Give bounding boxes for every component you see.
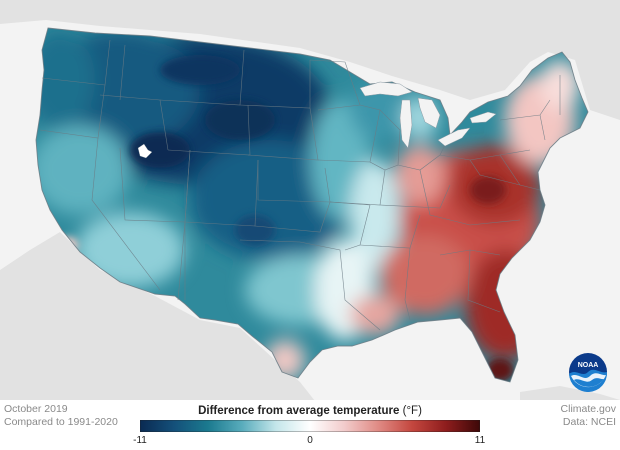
noaa-logo: NOAA (569, 353, 608, 392)
legend-tick-max: 11 (474, 435, 486, 446)
period-label: October 2019 (4, 403, 68, 415)
temperature-anomaly-map (0, 0, 620, 400)
great-salt-lake (137, 143, 153, 159)
canada-land (0, 0, 620, 120)
map-credits: Climate.gov Data: NCEI (561, 403, 616, 429)
great-lakes (359, 81, 497, 149)
legend-tick-mid: 0 (307, 435, 313, 446)
baja-peninsula (66, 262, 118, 385)
legend-color-bar (140, 420, 480, 432)
legend-unit: (°F) (402, 405, 422, 417)
state-boundaries (35, 27, 589, 383)
legend-tick-min: -11 (133, 435, 147, 446)
lake-superior (359, 81, 413, 97)
lake-michigan (399, 99, 413, 149)
legend-title-text: Difference from average temperature (198, 405, 400, 417)
noaa-logo-text: NOAA (578, 362, 599, 369)
bahamas-cuba (520, 386, 620, 400)
credit-site: Climate.gov (560, 403, 616, 415)
mexico-land (0, 232, 315, 400)
credit-data: Data: NCEI (562, 416, 616, 428)
map-info-left: October 2019 Compared to 1991-2020 (4, 403, 118, 429)
baseline-label: Compared to 1991-2020 (4, 416, 118, 428)
lake-ontario (469, 111, 497, 124)
lake-huron (417, 97, 441, 129)
lake-erie (437, 127, 471, 147)
legend-title: Difference from average temperature (°F) (140, 405, 480, 417)
